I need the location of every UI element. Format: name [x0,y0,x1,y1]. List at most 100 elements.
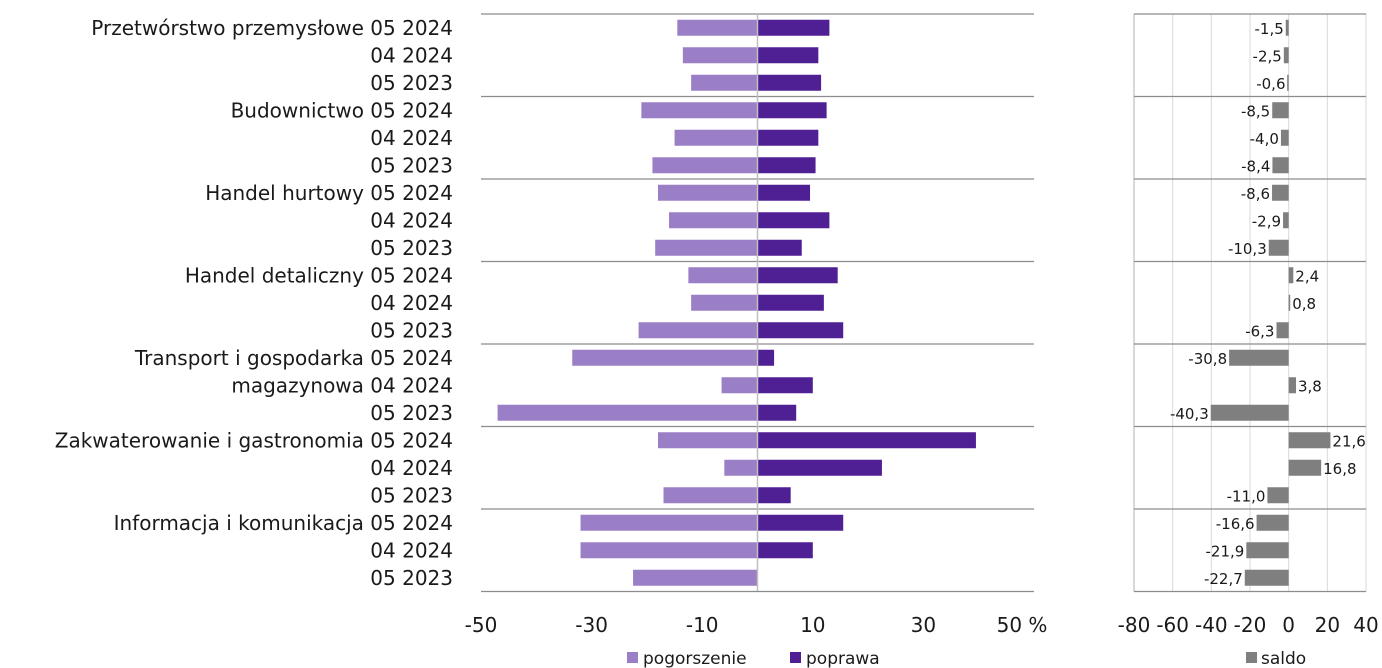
bar-pogorszenie [669,212,758,229]
legend-label: saldo [1261,649,1306,668]
data-label: -8,4 [1241,157,1270,175]
data-label: -4,0 [1250,130,1279,148]
bar-poprawa [757,47,819,64]
row-label: Informacja i komunikacja 05 2024 [114,511,453,535]
bar-saldo [1288,267,1294,284]
bar-saldo [1244,569,1289,586]
bar-pogorszenie [633,569,758,586]
bar-saldo [1287,74,1289,91]
bar-poprawa [757,459,882,476]
x-tick-label: 20 [1315,613,1340,637]
row-label: 05 2023 [370,401,453,425]
bar-saldo [1272,102,1289,119]
x-tick-label: 10 [800,613,825,637]
row-label: magazynowa 04 2024 [231,373,453,397]
row-label: Transport i gospodarka 05 2024 [134,346,453,370]
bar-saldo [1210,404,1289,421]
legend-swatch [1246,652,1257,663]
data-label: -11,0 [1227,487,1266,505]
bar-saldo [1267,487,1289,504]
x-tick-label: -50 [465,613,498,637]
data-label: -2,5 [1253,47,1282,65]
bar-saldo [1283,47,1289,64]
x-tick-label: -40 [1195,613,1228,637]
data-label: 16,8 [1323,460,1356,478]
legend-label: pogorszenie [643,649,747,668]
bar-pogorszenie [677,19,758,36]
bar-saldo [1283,212,1289,229]
bar-pogorszenie [652,157,758,174]
bar-saldo [1288,294,1291,311]
bar-saldo [1272,184,1289,201]
row-label: 04 2024 [370,126,453,150]
bar-poprawa [757,542,813,559]
bar-pogorszenie [572,349,758,366]
bar-pogorszenie [691,74,758,91]
bar-poprawa [757,404,797,421]
legend-swatch [790,652,801,663]
x-tick-label: 50 % [997,613,1048,637]
x-tick-label: -10 [686,613,719,637]
bar-poprawa [757,377,813,394]
data-label: -21,9 [1206,542,1245,560]
bar-pogorszenie [721,377,758,394]
bar-poprawa [757,184,811,201]
bar-poprawa [757,157,816,174]
row-label: Zakwaterowanie i gastronomia 05 2024 [55,428,453,452]
row-label: Budownictwo 05 2024 [231,98,453,122]
bar-pogorszenie [663,487,758,504]
bar-saldo [1256,514,1289,531]
data-label: -8,6 [1241,185,1270,203]
row-label: 04 2024 [370,208,453,232]
data-label: -0,6 [1256,75,1285,93]
x-tick-label: 40 [1353,613,1378,637]
row-label: 05 2023 [370,153,453,177]
bar-saldo [1288,432,1331,449]
data-label: -22,7 [1204,570,1243,588]
data-label: -2,9 [1252,212,1281,230]
data-label: -16,6 [1216,515,1255,533]
bar-saldo [1268,239,1289,256]
bar-poprawa [757,322,844,339]
bar-pogorszenie [497,404,758,421]
legend-swatch [627,652,638,663]
bar-poprawa [757,432,976,449]
bar-pogorszenie [674,129,758,146]
row-label: 04 2024 [370,43,453,67]
row-label: 04 2024 [370,456,453,480]
bar-pogorszenie [641,102,758,119]
row-label: 04 2024 [370,538,453,562]
x-tick-label: -20 [1234,613,1267,637]
bar-pogorszenie [657,432,758,449]
x-tick-label: -60 [1156,613,1189,637]
data-label: -1,5 [1254,20,1283,38]
data-label: 3,8 [1298,377,1322,395]
bar-pogorszenie [691,294,758,311]
data-label: 21,6 [1332,432,1365,450]
bar-pogorszenie [580,514,758,531]
bar-pogorszenie [724,459,758,476]
data-label: -40,3 [1170,405,1209,423]
bar-pogorszenie [580,542,758,559]
row-label: 05 2023 [370,236,453,260]
bar-poprawa [757,294,824,311]
data-label: -6,3 [1245,322,1274,340]
bar-poprawa [757,212,830,229]
data-label: 0,8 [1292,295,1316,313]
bar-pogorszenie [638,322,758,339]
row-label: Handel detaliczny 05 2024 [185,263,453,287]
bar-saldo [1272,157,1289,174]
bar-pogorszenie [682,47,758,64]
data-label: -8,5 [1241,102,1270,120]
bar-poprawa [757,267,838,284]
data-label: -30,8 [1188,350,1227,368]
bar-saldo [1285,19,1289,36]
bar-saldo [1280,129,1289,146]
x-tick-label: -80 [1118,613,1151,637]
bar-poprawa [757,487,791,504]
row-label: 05 2023 [370,318,453,342]
bar-saldo [1288,377,1297,394]
data-label: -10,3 [1228,240,1267,258]
bar-poprawa [757,349,775,366]
